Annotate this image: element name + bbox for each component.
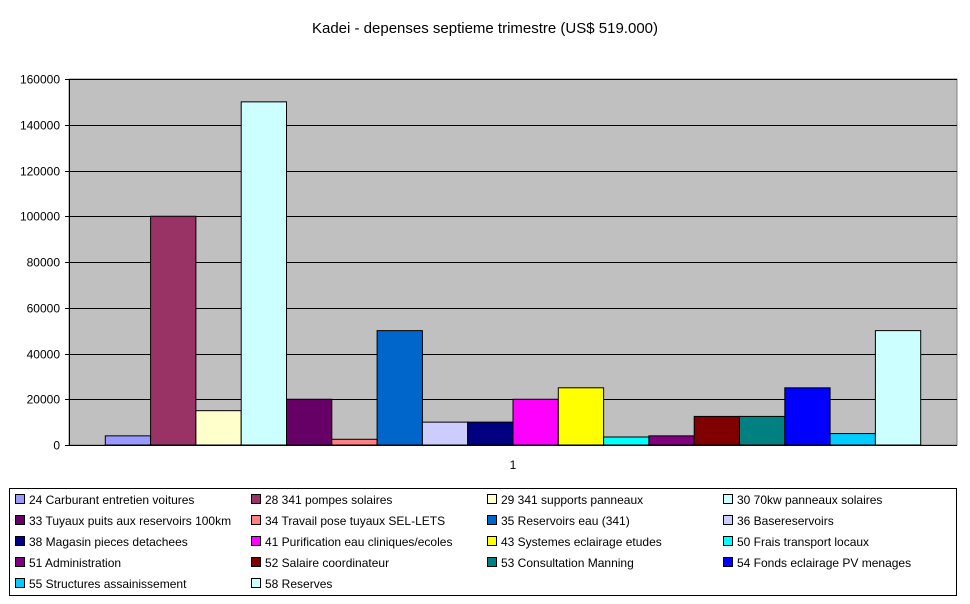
legend-swatch — [251, 514, 261, 525]
chart-legend: 24 Carburant entretien voitures 28 341 po… — [9, 488, 957, 596]
y-tick-label: 120000 — [20, 165, 60, 179]
legend-label: 29 341 supports panneaux — [501, 492, 644, 507]
legend-item: 53 Consultation Manning — [487, 554, 634, 570]
legend-item: 41 Purification eau cliniques/ecoles — [251, 533, 452, 549]
y-tick-label: 140000 — [20, 119, 60, 133]
bar — [512, 398, 559, 446]
bar — [376, 330, 423, 446]
legend-swatch — [723, 514, 733, 525]
bar — [874, 330, 922, 446]
legend-label: 36 Basereservoirs — [737, 513, 834, 528]
legend-label: 53 Consultation Manning — [501, 555, 634, 570]
bar — [286, 398, 333, 446]
legend-item: 33 Tuyaux puits aux reservoirs 100km — [15, 512, 231, 528]
legend-swatch — [487, 493, 497, 504]
legend-swatch — [15, 535, 25, 546]
legend-swatch — [487, 556, 497, 567]
legend-item: 54 Fonds eclairage PV menages — [723, 554, 911, 570]
x-tick-label: 1 — [510, 458, 517, 472]
legend-label: 33 Tuyaux puits aux reservoirs 100km — [29, 513, 232, 528]
legend-item: 34 Travail pose tuyaux SEL-LETS — [251, 512, 445, 528]
y-tick-label: 0 — [53, 439, 60, 453]
chart-title: Kadei - depenses septieme trimestre (US$… — [311, 20, 658, 37]
legend-label: 43 Systemes eclairage etudes — [501, 534, 662, 549]
legend-swatch — [15, 577, 25, 588]
legend-label: 58 Reserves — [265, 576, 333, 591]
legend-item: 28 341 pompes solaires — [251, 491, 392, 507]
bar — [150, 215, 197, 446]
legend-label: 51 Administration — [29, 555, 122, 570]
legend-label: 55 Structures assainissement — [29, 576, 187, 591]
legend-item: 52 Salaire coordinateur — [251, 554, 389, 570]
legend-swatch — [723, 556, 733, 567]
bar — [195, 410, 242, 446]
y-tick-label: 160000 — [20, 73, 60, 87]
legend-item: 58 Reserves — [251, 575, 332, 591]
legend-swatch — [723, 493, 733, 504]
bar — [829, 433, 876, 446]
legend-item: 29 341 supports panneaux — [487, 491, 643, 507]
legend-swatch — [251, 535, 261, 546]
legend-label: 50 Frais transport locaux — [737, 534, 870, 549]
legend-item: 30 70kw panneaux solaires — [723, 491, 882, 507]
legend-swatch — [15, 514, 25, 525]
legend-label: 28 341 pompes solaires — [265, 492, 393, 507]
y-tick-label: 80000 — [27, 256, 61, 270]
legend-label: 34 Travail pose tuyaux SEL-LETS — [265, 513, 446, 528]
bar — [104, 435, 152, 446]
legend-label: 24 Carburant entretien voitures — [29, 492, 195, 507]
legend-swatch — [251, 556, 261, 567]
legend-label: 54 Fonds eclairage PV menages — [737, 555, 912, 570]
bar — [421, 421, 469, 446]
legend-label: 41 Purification eau cliniques/ecoles — [265, 534, 453, 549]
legend-swatch — [15, 556, 25, 567]
legend-swatch — [487, 514, 497, 525]
legend-label: 35 Reservoirs eau (341) — [501, 513, 630, 528]
bar — [693, 415, 741, 446]
legend-label: 38 Magasin pieces detachees — [29, 534, 188, 549]
bar — [331, 438, 378, 446]
bar — [784, 387, 831, 446]
bar — [467, 421, 514, 446]
bar — [603, 436, 650, 446]
legend-swatch — [251, 493, 261, 504]
legend-item: 24 Carburant entretien voitures — [15, 491, 194, 507]
legend-swatch — [15, 493, 25, 504]
bar — [648, 435, 695, 446]
bar — [240, 101, 287, 446]
legend-item: 36 Basereservoirs — [723, 512, 834, 528]
legend-swatch — [723, 535, 733, 546]
legend-item: 38 Magasin pieces detachees — [15, 533, 188, 549]
legend-item: 51 Administration — [15, 554, 121, 570]
legend-item: 50 Frais transport locaux — [723, 533, 869, 549]
y-tick-label: 100000 — [20, 210, 60, 224]
legend-item: 43 Systemes eclairage etudes — [487, 533, 662, 549]
y-tick-label: 40000 — [27, 348, 61, 362]
legend-label: 30 70kw panneaux solaires — [737, 492, 883, 507]
y-tick-label: 20000 — [27, 393, 61, 407]
legend-item: 55 Structures assainissement — [15, 575, 186, 591]
legend-label: 52 Salaire coordinateur — [265, 555, 390, 570]
legend-swatch — [487, 535, 497, 546]
legend-swatch — [251, 577, 261, 588]
bar — [739, 415, 786, 446]
bar — [557, 387, 605, 446]
legend-item: 35 Reservoirs eau (341) — [487, 512, 630, 528]
y-tick-label: 60000 — [27, 302, 61, 316]
